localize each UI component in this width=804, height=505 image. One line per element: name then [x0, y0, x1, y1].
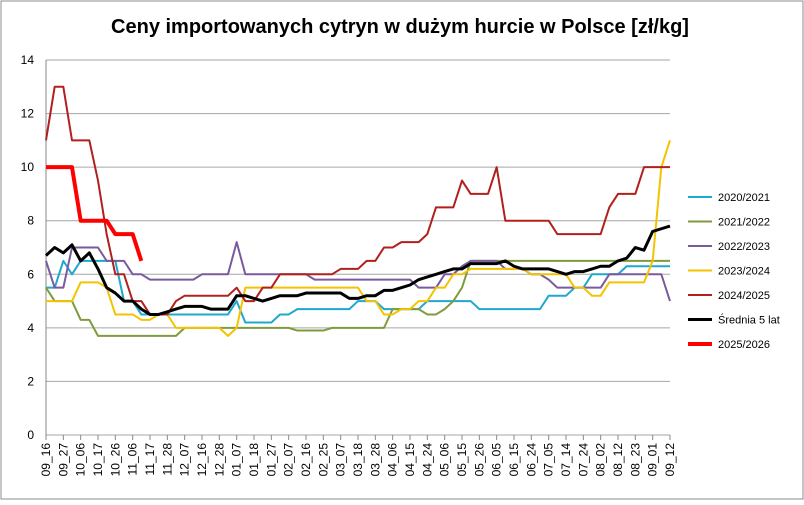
x-tick-label: 11_17: [143, 443, 157, 476]
x-tick-label: 11_28: [160, 443, 174, 476]
legend-label: 2024/2025: [718, 290, 770, 302]
legend-label: 2022/2023: [718, 241, 770, 253]
x-tick-label: 04_15: [403, 443, 417, 477]
x-tick-label: 02_16: [299, 443, 313, 477]
x-tick-label: 06_05: [490, 443, 504, 477]
legend-label: 2023/2024: [718, 266, 770, 278]
series-line: [46, 165, 144, 262]
y-tick-label: 14: [21, 53, 35, 67]
x-tick-label: 08_02: [594, 443, 608, 477]
x-tick-label: 05_26: [472, 443, 486, 477]
y-tick-label: 6: [27, 267, 34, 281]
x-tick-label: 02_25: [316, 443, 330, 477]
x-tick-label: 03_28: [368, 443, 382, 477]
x-tick-label: 07_14: [559, 443, 573, 477]
x-tick-label: 08_12: [611, 443, 625, 477]
y-tick-label: 8: [27, 214, 34, 228]
y-tick-label: 10: [21, 160, 35, 174]
x-tick-label: 05_06: [438, 443, 452, 477]
x-tick-label: 09_16: [39, 443, 53, 477]
legend-label: 2020/2021: [718, 192, 770, 204]
x-tick-label: 05_15: [455, 443, 469, 477]
y-tick-label: 0: [27, 428, 34, 442]
x-tick-label: 01_18: [247, 443, 261, 477]
x-tick-label: 12_07: [178, 443, 192, 477]
x-tick-label: 12_16: [195, 443, 209, 477]
x-tick-label: 03_18: [351, 443, 365, 477]
y-tick-label: 4: [27, 321, 34, 335]
legend-label: 2021/2022: [718, 217, 770, 229]
series-line: [45, 259, 670, 337]
legend-label: Średnia 5 lat: [718, 314, 780, 327]
x-tick-label: 01_07: [230, 443, 244, 477]
x-tick-label: 06_15: [507, 443, 521, 477]
x-tick-label: 04_24: [420, 443, 434, 477]
x-tick-label: 11_06: [126, 443, 140, 476]
x-tick-label: 10_17: [91, 443, 105, 477]
x-tick-label: 12_28: [212, 443, 226, 477]
x-tick-label: 02_07: [282, 443, 296, 477]
x-tick-label: 06_24: [524, 443, 538, 477]
legend-label: 2025/2026: [718, 339, 770, 351]
chart-title: Ceny importowanych cytryn w dużym hurcie…: [111, 16, 689, 38]
x-tick-label: 09_01: [646, 443, 660, 477]
series-line: [44, 224, 671, 316]
x-tick-label: 03_07: [334, 443, 348, 477]
x-tick-label: 10_06: [74, 443, 88, 477]
x-tick-label: 10_26: [108, 443, 122, 477]
x-tick-label: 01_27: [264, 443, 278, 477]
x-tick-label: 09_12: [663, 443, 677, 477]
y-tick-label: 12: [21, 107, 35, 121]
x-tick-label: 04_06: [386, 443, 400, 477]
series-line: [45, 241, 671, 302]
x-tick-label: 07_24: [576, 443, 590, 477]
y-tick-label: 2: [27, 374, 34, 388]
x-tick-label: 08_23: [628, 443, 642, 477]
x-tick-label: 09_27: [56, 443, 70, 477]
x-tick-label: 07_05: [542, 443, 556, 477]
